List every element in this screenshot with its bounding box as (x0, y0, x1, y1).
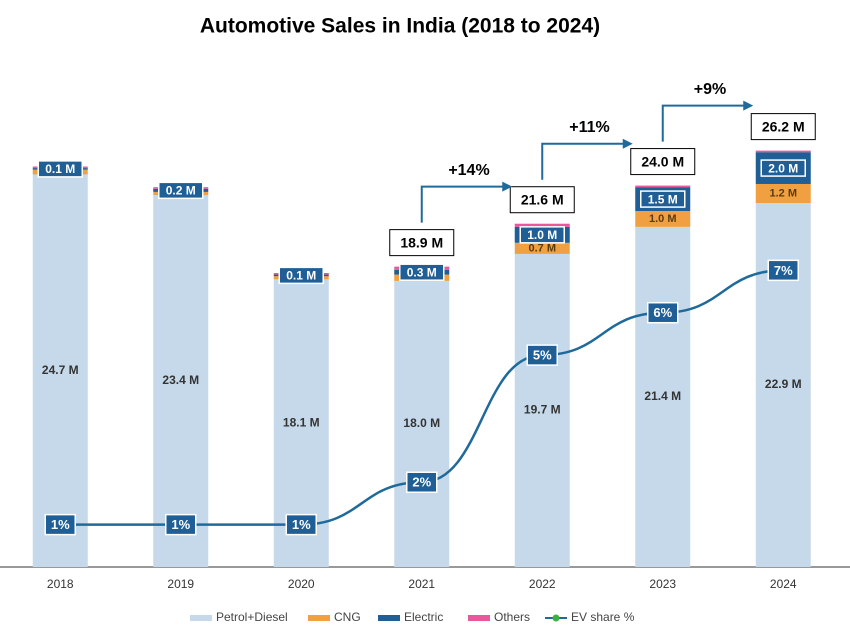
label-box (158, 181, 204, 200)
legend-swatch (378, 615, 400, 621)
line-marker (165, 513, 197, 536)
x-tick-label: 2024 (770, 577, 797, 591)
line-value-label: 5% (533, 348, 552, 363)
bar-segment (514, 242, 570, 254)
value-label: 0.7 M (528, 242, 556, 254)
label-box (37, 160, 83, 178)
growth-arrow (541, 142, 625, 180)
total-label: 26.2 M (762, 118, 805, 134)
line-marker (526, 344, 558, 366)
arrow-head (743, 100, 754, 111)
legend-swatch (190, 615, 212, 621)
legend-swatch (308, 615, 330, 621)
line-value-label: 1% (51, 517, 70, 532)
arrow-head (502, 181, 513, 192)
x-tick-label: 2021 (408, 577, 435, 591)
total-box (750, 113, 816, 141)
line-marker (44, 513, 76, 536)
legend-label: Others (494, 610, 530, 624)
bar-segment (635, 226, 691, 567)
total-box (389, 229, 455, 257)
line-marker (767, 259, 799, 282)
legend-label: Electric (404, 610, 443, 624)
bar-segment (32, 174, 88, 568)
bar-segment (755, 150, 811, 153)
value-label: 1.5 M (648, 192, 678, 206)
line-value-label: 1% (292, 517, 311, 532)
bar-segment (514, 223, 570, 227)
chart-title: Automotive Sales in India (2018 to 2024) (200, 15, 600, 38)
line-marker (647, 301, 679, 324)
value-label: 0.2 M (166, 184, 196, 198)
x-tick-label: 2022 (529, 577, 556, 591)
total-box (509, 186, 575, 214)
growth-label: +11% (569, 119, 609, 136)
arrow-head (622, 138, 633, 149)
bar-segment (755, 183, 811, 204)
line-value-label: 1% (171, 517, 190, 532)
legend-swatch (468, 615, 490, 621)
bar-segment (635, 185, 691, 188)
value-label: 22.9 M (765, 377, 802, 391)
value-label: 0.1 M (45, 162, 75, 176)
label-box (640, 190, 686, 208)
growth-label: +14% (448, 162, 489, 179)
value-label: 1.0 M (527, 228, 557, 242)
value-label: 1.0 M (649, 213, 677, 225)
line-value-label: 7% (774, 263, 793, 278)
total-label: 18.9 M (400, 234, 443, 250)
bar-segment (514, 253, 570, 568)
legend-label: EV share % (571, 610, 635, 624)
line-value-label: 2% (412, 475, 431, 490)
value-label: 18.0 M (403, 416, 440, 430)
value-label: 0.3 M (407, 265, 437, 279)
line-marker (406, 471, 438, 493)
line-marker (285, 513, 317, 536)
bar-segment (394, 280, 450, 567)
value-label: 0.1 M (286, 269, 316, 283)
value-label: 1.2 M (769, 187, 797, 199)
label-box (399, 263, 445, 281)
line-value-label: 6% (653, 305, 672, 320)
bar-segment (635, 211, 691, 227)
total-label: 21.6 M (521, 191, 564, 207)
value-label: 2.0 M (768, 161, 798, 175)
value-label: 24.7 M (42, 363, 79, 377)
growth-arrow (661, 104, 746, 142)
legend-label: Petrol+Diesel (216, 610, 288, 624)
value-label: 23.4 M (162, 373, 199, 387)
value-label: 19.7 M (524, 403, 561, 417)
label-box (519, 226, 565, 244)
label-box (278, 266, 324, 285)
total-box (630, 148, 696, 176)
value-label: 18.1 M (283, 415, 320, 429)
bar-segment (153, 195, 209, 567)
x-tick-label: 2018 (47, 577, 74, 591)
x-tick-label: 2019 (167, 577, 194, 591)
growth-arrow (420, 185, 505, 223)
label-box (760, 159, 806, 177)
legend-marker (552, 614, 560, 622)
legend-label: CNG (334, 610, 361, 624)
total-label: 24.0 M (641, 153, 684, 169)
x-tick-label: 2020 (288, 577, 315, 591)
growth-label: +9% (694, 81, 726, 98)
value-label: 21.4 M (644, 389, 681, 403)
x-tick-label: 2023 (649, 577, 676, 591)
